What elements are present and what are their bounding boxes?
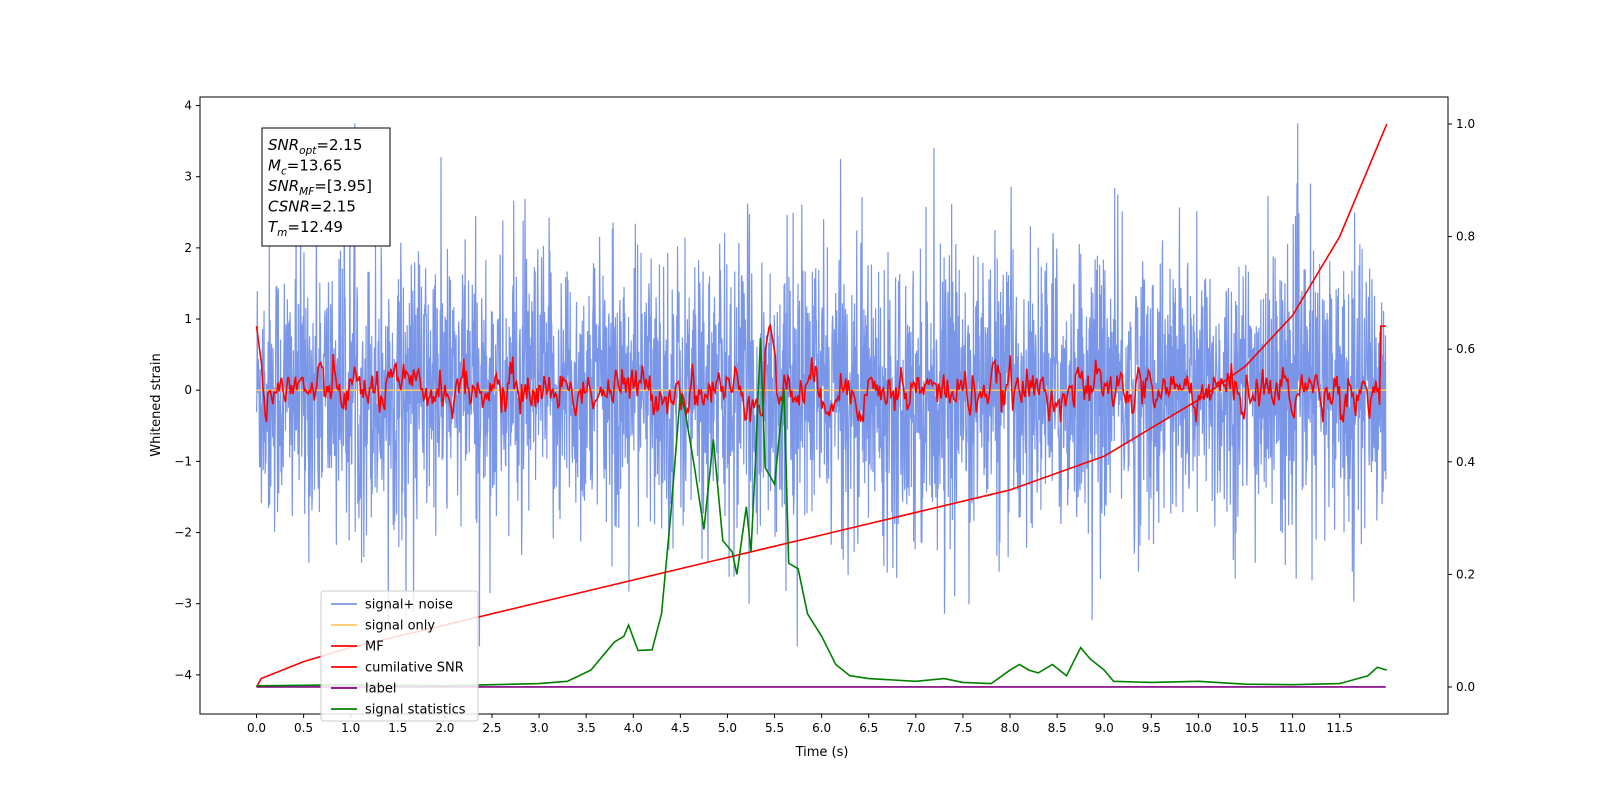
series-signal-statistics-line	[256, 337, 1388, 687]
y-tick-label: −1	[174, 454, 192, 468]
x-tick-label: 1.0	[341, 721, 360, 735]
annotation-line: Tm=12.49	[268, 218, 343, 239]
y2-tick-label: 0.8	[1456, 230, 1475, 244]
y2-tick-label: 0.0	[1456, 680, 1475, 694]
legend-entry-label: label	[365, 682, 396, 697]
x-tick-label: 11.5	[1326, 721, 1353, 735]
x-tick-label: 8.5	[1048, 721, 1067, 735]
x-tick-label: 7.5	[953, 721, 972, 735]
legend-frame	[320, 590, 479, 722]
x-tick-label: 9.0	[1095, 721, 1114, 735]
x-tick-label: 4.0	[624, 721, 643, 735]
series-mf-line	[255, 323, 1386, 424]
y-tick-label: −2	[174, 526, 192, 540]
x-tick-label: 4.5	[671, 721, 690, 735]
annotation-line: SNRopt=2.15	[268, 136, 362, 157]
x-tick-label: 5.5	[765, 721, 784, 735]
y-tick-label: 0	[184, 383, 192, 397]
y-tick-label: 3	[184, 170, 192, 184]
x-tick-label: 0.0	[247, 721, 266, 735]
x-axis-label: Time (s)	[795, 745, 849, 760]
y-tick-label: 4	[184, 99, 192, 113]
legend-entry-label: signal statistics	[365, 703, 466, 718]
x-tick-label: 9.5	[1142, 721, 1161, 735]
x-tick-label: 3.0	[530, 721, 549, 735]
x-tick-label: 6.0	[812, 721, 831, 735]
x-tick-label: 1.5	[388, 721, 407, 735]
series-signal-noise-line	[255, 123, 1387, 647]
stats-annotation-box: SNRopt=2.15Mc=13.65SNRMF=[3.95]CSNR=2.15…	[261, 127, 391, 247]
y-axis-left: 4 3 2 1 0 −1 −2 −3 −4	[174, 99, 200, 682]
annotation-line: Mc=13.65	[268, 157, 342, 178]
x-tick-label: 6.5	[859, 721, 878, 735]
plot-frame	[199, 96, 1449, 715]
x-tick-label: 8.0	[1000, 721, 1019, 735]
annotation-line: SNRMF=[3.95]	[268, 177, 372, 198]
x-tick-label: 0.5	[294, 721, 313, 735]
annotation-line: CSNR=2.15	[268, 198, 356, 216]
x-axis: 0.0 0.5 1.0 1.5 2.0 2.5 3.0 3.5 4.0 4.5 5.0 5.5 6.0 6…	[247, 714, 1353, 735]
x-tick-label: 10.5	[1232, 721, 1259, 735]
y-tick-label: 1	[184, 312, 192, 326]
legend: signal+ noise signal only MF cumilative SNR…	[320, 590, 479, 722]
x-tick-label: 2.5	[482, 721, 501, 735]
x-tick-label: 2.0	[435, 721, 454, 735]
x-tick-label: 3.5	[577, 721, 596, 735]
x-tick-label: 5.0	[718, 721, 737, 735]
legend-entry-label: signal+ noise	[365, 598, 453, 613]
y2-tick-label: 0.2	[1456, 567, 1475, 581]
y2-tick-label: 0.4	[1456, 455, 1475, 469]
x-tick-label: 11.0	[1279, 721, 1306, 735]
y-tick-label: −3	[174, 597, 192, 611]
y-tick-label: 2	[184, 241, 192, 255]
y2-tick-label: 1.0	[1456, 117, 1475, 131]
x-tick-label: 10.0	[1185, 721, 1212, 735]
y-tick-label: −4	[174, 668, 192, 682]
y2-tick-label: 0.6	[1456, 342, 1475, 356]
legend-entry-label: MF	[365, 640, 384, 655]
legend-entry-label: cumilative SNR	[365, 661, 464, 676]
legend-entry-label: signal only	[365, 619, 435, 634]
y-axis-label: Whitened strain	[149, 353, 164, 456]
y-axis-right: 1.0 0.8 0.6 0.4 0.2 0.0	[1448, 117, 1475, 694]
x-tick-label: 7.0	[906, 721, 925, 735]
annotation-box-frame	[261, 127, 391, 247]
